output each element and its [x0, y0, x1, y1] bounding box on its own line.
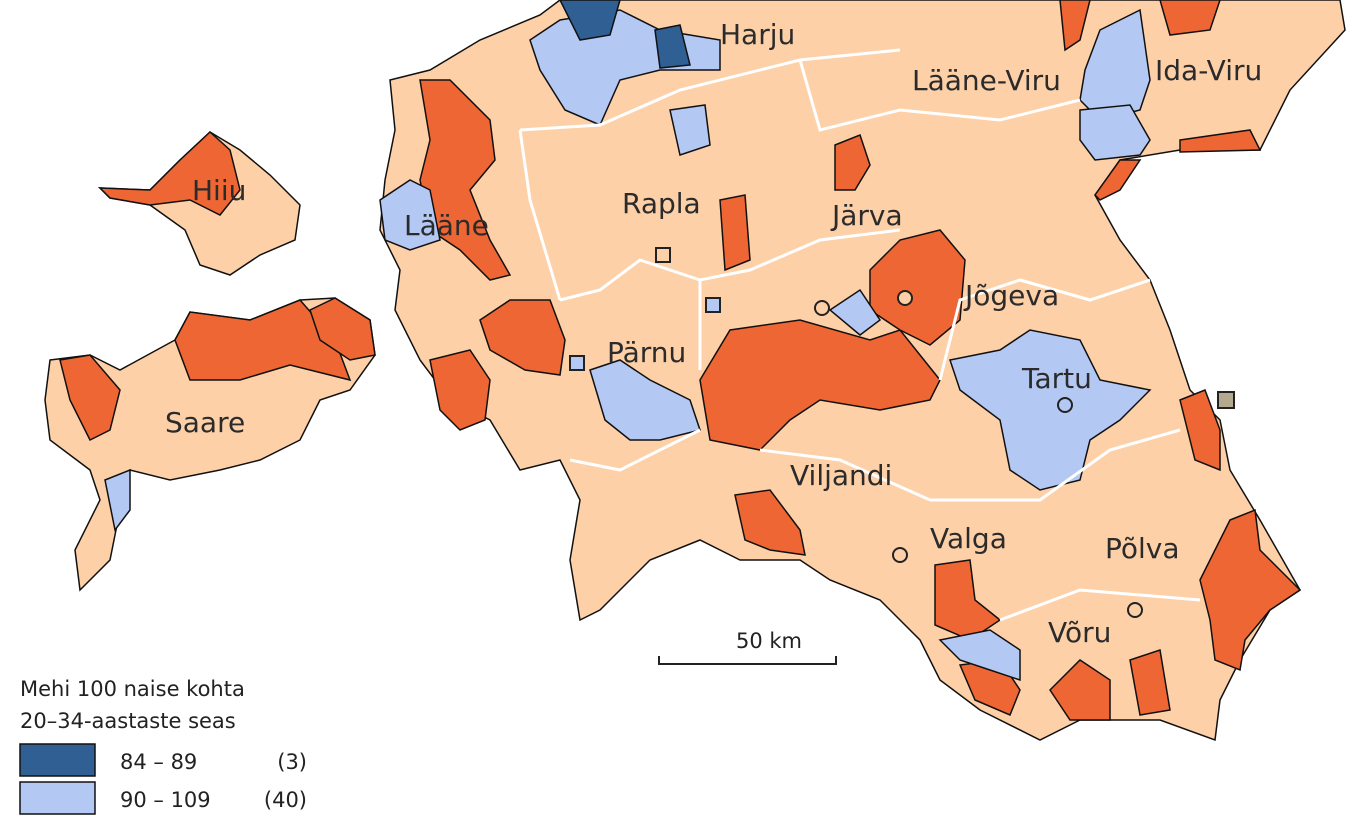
legend-count: (3)	[277, 750, 307, 774]
region	[828, 288, 882, 336]
region	[309, 297, 376, 361]
town	[814, 300, 830, 316]
county-label: Harju	[720, 18, 795, 51]
region	[419, 79, 512, 281]
town	[705, 297, 721, 313]
legend-range: 90 – 109	[120, 788, 211, 812]
legend-count: (40)	[264, 788, 307, 812]
land	[44, 0, 1346, 742]
region	[429, 349, 491, 431]
legend-title: 20–34-aastaste seas	[20, 709, 236, 733]
region	[1179, 129, 1262, 153]
county-label: Järva	[830, 199, 903, 232]
town	[892, 547, 908, 563]
county-label: Lääne	[404, 209, 489, 242]
county-label: Võru	[1048, 616, 1111, 649]
county-label: Pärnu	[607, 336, 686, 369]
town	[1217, 391, 1235, 409]
region	[98, 130, 241, 216]
region	[669, 104, 711, 156]
region	[1049, 659, 1111, 721]
region	[834, 134, 871, 191]
region	[1179, 389, 1221, 472]
town	[1057, 397, 1073, 413]
town-markers	[569, 247, 1235, 618]
region	[938, 629, 1021, 682]
region	[949, 329, 1152, 491]
county-label: Tartu	[1021, 362, 1092, 395]
county-label: Lääne-Viru	[912, 64, 1061, 97]
region	[1159, 0, 1221, 36]
legend-swatch	[19, 781, 96, 815]
county-label: Valga	[930, 522, 1007, 555]
region	[1094, 159, 1142, 201]
county-label: Rapla	[622, 187, 701, 220]
region	[654, 24, 691, 69]
legend-swatch	[19, 743, 96, 777]
region	[719, 194, 751, 272]
county-label: Saare	[165, 406, 245, 439]
county-label: Hiiu	[192, 174, 246, 207]
county-label: Jõgeva	[963, 279, 1059, 312]
region	[734, 489, 806, 556]
legend-title: Mehi 100 naise kohta	[20, 677, 245, 701]
town	[1127, 602, 1143, 618]
region	[1199, 508, 1302, 672]
region	[104, 468, 131, 532]
town	[897, 290, 913, 306]
region	[559, 0, 621, 41]
region	[379, 179, 441, 251]
county-border	[518, 48, 1201, 622]
region	[174, 299, 352, 382]
scale-bar: 50 km	[658, 629, 837, 665]
legend-range: 84 – 89	[120, 750, 197, 774]
town	[569, 355, 585, 371]
region	[869, 229, 966, 346]
region	[1129, 649, 1171, 716]
region	[1059, 0, 1091, 52]
region	[1079, 104, 1151, 161]
county-label: Põlva	[1105, 532, 1180, 565]
region	[59, 354, 121, 442]
scale-line	[658, 656, 837, 665]
legend: Mehi 100 naise kohta 20–34-aastaste seas…	[19, 677, 307, 815]
region	[479, 299, 566, 376]
scale-label: 50 km	[736, 629, 802, 653]
county-labels: Harju Lääne-Viru Ida-Viru Hiiu Lääne Rap…	[165, 18, 1262, 649]
county-label: Ida-Viru	[1155, 54, 1262, 87]
town	[655, 247, 671, 263]
county-label: Viljandi	[790, 459, 892, 492]
